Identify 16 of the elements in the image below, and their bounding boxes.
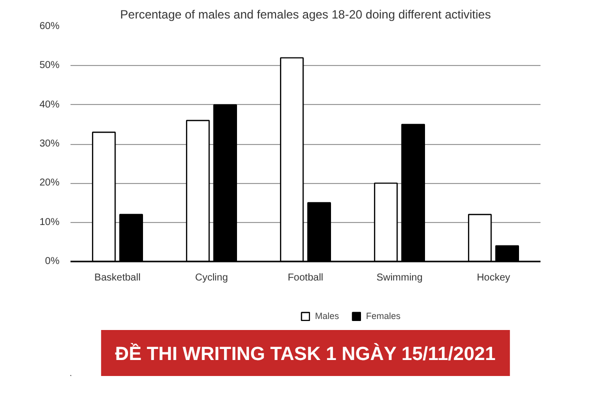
x-tick-label: Swimming — [376, 272, 423, 284]
legend-label: Females — [366, 311, 401, 321]
x-tick-label: Hockey — [476, 272, 510, 284]
text: ĐỀ THI WRITING TASK 1 NGÀY 15/11/2021 — [115, 342, 496, 365]
chart-title: Percentage of males and females ages 18-20 doing different activities — [120, 8, 491, 22]
x-tick-label: Football — [288, 272, 324, 284]
y-tick-label: 40% — [39, 99, 60, 110]
y-tick-label: 20% — [39, 178, 60, 189]
x-tick-label: Basketball — [94, 272, 141, 284]
y-tick-label: 50% — [39, 60, 60, 72]
y-tick-label: 10% — [39, 216, 60, 228]
y-tick-label: 30% — [39, 138, 60, 150]
legend-label: Males — [315, 311, 340, 321]
x-tick-label: Cycling — [195, 272, 228, 284]
y-tick-label: 0% — [45, 256, 60, 267]
y-tick-label: 60% — [39, 21, 60, 32]
